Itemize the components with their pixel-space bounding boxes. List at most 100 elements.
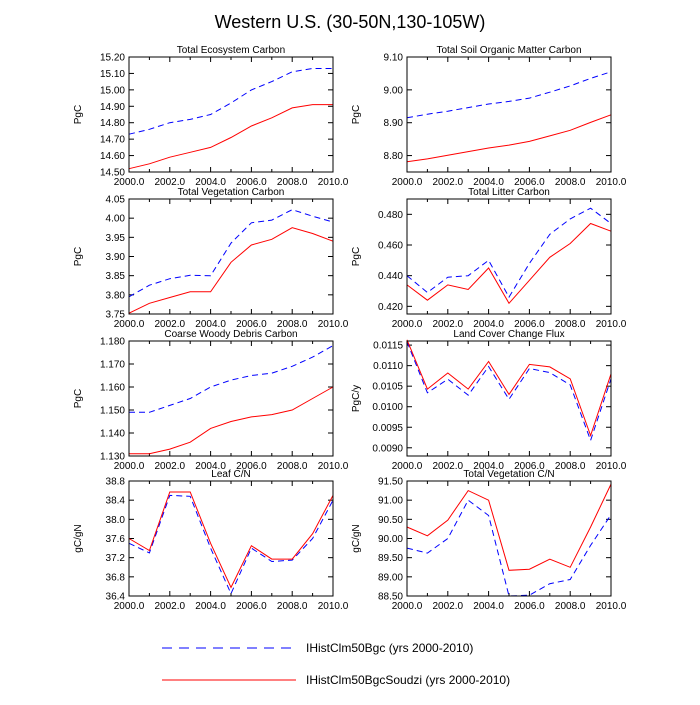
y-tick-label: 0.0115 [373,341,403,352]
panel-1: Total Ecosystem Carbon PgC 14.50 14.60 14.70… [73,45,349,188]
series-line-soudzi [129,386,334,455]
y-tick-label: 90.50 [378,515,403,526]
y-tick-label: 1.140 [100,429,125,440]
x-tick-label: 2008.0 [277,601,308,612]
x-tick-label: 2000.0 [114,601,145,612]
y-axis-label: PgC [73,247,84,266]
x-tick-label: 2006.0 [236,601,267,612]
y-tick-label: 3.95 [106,233,126,244]
series-line-soudzi [128,104,333,170]
series-line-bgc [406,207,612,299]
panels-group: Total Ecosystem Carbon PgC 14.50 14.60 14.70… [73,45,627,612]
x-tick-label: 2002.0 [433,319,464,330]
legend-label-0: IHistClm50Bgc (yrs 2000-2010) [306,641,473,655]
plot-frame [128,480,334,597]
y-axis-label: PgC [73,105,84,124]
x-tick-label: 2010.0 [318,601,349,612]
y-tick-label: 37.2 [106,553,126,564]
y-tick-label: 91.50 [378,477,403,488]
series-line-soudzi [406,114,612,163]
x-tick-label: 2004.0 [473,319,504,330]
y-tick-label: 14.60 [100,151,125,162]
series-line-bgc [128,494,334,595]
series-line-bgc [128,209,334,298]
y-tick-label: 3.85 [106,271,126,282]
series-line-soudzi [406,483,612,571]
x-tick-label: 2010.0 [596,319,627,330]
x-tick-label: 2002.0 [433,177,464,188]
series-line-soudzi [128,491,334,589]
y-tick-label: 1.150 [100,406,125,417]
y-tick-label: 0.440 [378,271,403,282]
y-tick-label: 38.0 [106,515,126,526]
panel-title: Total Ecosystem Carbon [177,45,285,56]
panel-title: Total Soil Organic Matter Carbon [436,45,581,56]
x-tick-label: 2010.0 [596,177,627,188]
y-tick-label: 3.80 [106,290,126,301]
x-tick-label: 2002.0 [155,601,186,612]
x-tick-label: 2004.0 [195,177,226,188]
y-tick-label: 1.160 [100,383,125,394]
y-tick-label: 15.00 [100,85,125,96]
x-tick-label: 2002.0 [155,461,186,472]
x-tick-label: 2006.0 [514,461,545,472]
y-tick-label: 1.180 [100,337,125,348]
y-tick-label: 0.0110 [373,361,403,372]
x-tick-label: 2006.0 [514,319,545,330]
y-tick-label: 9.10 [384,53,404,64]
y-tick-label: 0.460 [378,241,403,252]
x-tick-label: 2002.0 [155,177,186,188]
x-tick-label: 2008.0 [555,461,586,472]
x-tick-label: 2004.0 [195,461,226,472]
series-line-soudzi [406,339,612,438]
y-tick-label: 14.70 [100,135,125,146]
series-line-bgc [129,345,334,413]
y-tick-label: 4.05 [106,195,126,206]
x-tick-label: 2010.0 [318,319,349,330]
y-axis-label: PgC/y [351,385,362,412]
panel-7: Leaf C/N gC/gN 36.4 36.8 37.2 37.6 38.0 38.4 38.… [73,469,349,612]
y-tick-label: 89.50 [378,553,403,564]
y-tick-label: 3.75 [106,310,126,321]
x-tick-label: 2002.0 [433,461,464,472]
x-tick-label: 2000.0 [392,319,423,330]
x-tick-label: 2004.0 [195,601,226,612]
y-tick-label: 8.90 [384,118,404,129]
x-tick-label: 2010.0 [318,177,349,188]
y-axis-label: PgC [73,389,84,408]
panel-5: Coarse Woody Debris Carbon PgC 1.130 1.140 1… [73,329,349,472]
y-tick-label: 0.480 [378,210,403,221]
plot-frame [128,198,334,315]
x-tick-label: 2008.0 [555,319,586,330]
x-tick-label: 2006.0 [236,177,267,188]
x-tick-label: 2010.0 [596,461,627,472]
y-tick-label: 14.90 [100,102,125,113]
panel-2: Total Soil Organic Matter Carbon PgC 8.80 8… [351,45,627,188]
plot-frame [128,340,334,457]
x-tick-label: 2004.0 [473,601,504,612]
panel-8: Total Vegetation C/N gC/gN 88.50 89.00 89.50… [351,469,627,612]
series-line-bgc [406,71,612,119]
y-tick-label: 0.0100 [372,402,403,413]
y-tick-label: 88.50 [378,592,403,603]
y-axis-label: PgC [351,105,362,124]
x-tick-label: 2002.0 [433,601,464,612]
y-tick-label: 14.80 [100,118,125,129]
series-line-bgc [406,499,612,597]
y-tick-label: 36.8 [106,572,126,583]
panel-6: Land Cover Change Flux PgC/y 0.0090 0.0095 0… [351,329,627,472]
series-line-bgc [128,68,333,135]
x-tick-label: 2004.0 [473,177,504,188]
y-tick-label: 38.4 [106,496,126,507]
panel-3: Total Vegetation Carbon PgC 3.75 3.80 3.85 3.… [73,187,349,330]
y-axis-label: gC/gN [351,524,362,552]
y-tick-label: 0.0090 [372,443,403,454]
panel-title: Land Cover Change Flux [453,329,564,340]
plot-frame [406,198,612,315]
x-tick-label: 2000.0 [114,177,145,188]
x-tick-label: 2008.0 [277,319,308,330]
x-tick-label: 2006.0 [236,461,267,472]
y-axis-label: gC/gN [73,524,84,552]
plot-frame [128,56,334,173]
